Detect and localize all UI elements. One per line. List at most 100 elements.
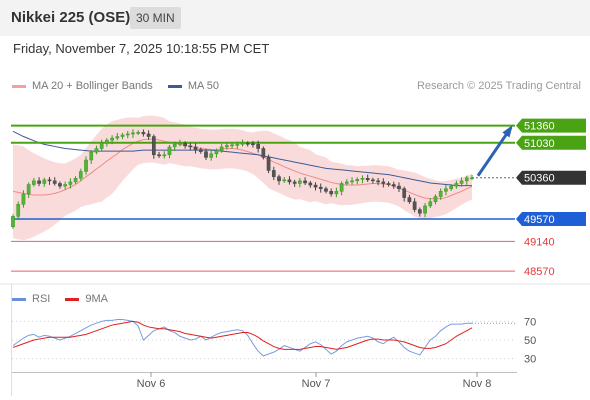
- candle-body: [73, 178, 78, 183]
- candle-body: [78, 171, 83, 179]
- credit-text: Research © 2025 Trading Central: [416, 80, 581, 92]
- candle-body: [68, 181, 73, 185]
- candle-body: [151, 136, 156, 156]
- candle-body: [105, 139, 109, 144]
- forecast-arrow-head: [502, 125, 513, 138]
- candle-body: [371, 179, 375, 182]
- rsi-tick-label: 50: [524, 335, 536, 347]
- candle-body: [99, 143, 104, 149]
- candle-body: [209, 153, 214, 158]
- candle-body: [334, 191, 339, 195]
- candle-body: [157, 154, 161, 157]
- price-tag-text: 49570: [524, 214, 555, 226]
- candle-body: [136, 132, 141, 134]
- candle-body: [308, 182, 313, 186]
- candle-body: [167, 146, 172, 156]
- rsi-left-border: [11, 284, 12, 396]
- candle-body: [235, 144, 240, 146]
- candle-body: [120, 134, 125, 137]
- candle-body: [350, 180, 354, 183]
- candle-body: [298, 180, 302, 184]
- candle-body: [433, 196, 438, 202]
- candle-body: [287, 179, 292, 183]
- candle-body: [355, 179, 360, 182]
- candle-body: [261, 148, 266, 158]
- candle-body: [26, 184, 31, 195]
- candle-body: [178, 143, 182, 145]
- price-tag-text: 51030: [524, 138, 555, 150]
- candle-body: [214, 150, 219, 154]
- candle-body: [266, 157, 271, 171]
- legend-item-rsi: RSI: [12, 293, 50, 305]
- candle-body: [42, 179, 47, 184]
- forecast-arrow-line: [476, 126, 513, 177]
- legend-item-bollinger: MA 20 + Bollinger Bands: [12, 80, 153, 92]
- price-legend: MA 20 + Bollinger Bands MA 50: [12, 80, 231, 92]
- candle-body: [84, 159, 88, 172]
- candle-body: [407, 197, 412, 202]
- candle-body: [454, 183, 459, 187]
- candle-body: [428, 201, 433, 207]
- candle-body: [459, 180, 464, 184]
- candle-body: [386, 183, 391, 185]
- chart-datetime: Friday, November 7, 2025 10:18:55 PM CET: [13, 41, 270, 56]
- candle-body: [188, 145, 193, 148]
- rsi-tick-label: 30: [524, 354, 536, 366]
- candle-body: [292, 181, 297, 184]
- candle-body: [37, 180, 41, 184]
- candle-body: [193, 146, 198, 150]
- candle-body: [329, 191, 334, 195]
- legend-label-bollinger: MA 20 + Bollinger Bands: [32, 80, 153, 92]
- candle-body: [110, 137, 114, 141]
- rsi-9ma-line: [12, 320, 473, 350]
- price-tag-bg: [516, 211, 586, 226]
- candle-body: [344, 181, 349, 184]
- rsi-legend: RSI 9MA: [12, 293, 120, 305]
- candle-body: [417, 209, 422, 214]
- candle-body: [256, 144, 260, 149]
- candle-body: [11, 216, 15, 228]
- instrument-title: Nikkei 225 (OSE): [11, 9, 131, 26]
- price-tag-bg: [516, 170, 586, 185]
- candle-body: [131, 132, 135, 135]
- candle-body: [464, 177, 469, 182]
- candle-body: [230, 144, 234, 147]
- candle-body: [402, 188, 407, 198]
- candle-body: [21, 193, 26, 205]
- candle-body: [115, 136, 120, 139]
- candle-body: [141, 132, 146, 135]
- candle-body: [449, 185, 453, 189]
- support-label-49140: 49140: [524, 236, 555, 248]
- candle-body: [438, 191, 443, 197]
- candle-body: [376, 180, 380, 183]
- candle-body: [470, 177, 474, 179]
- candles-group: [11, 129, 474, 229]
- rsi-tick-label: 70: [524, 316, 536, 328]
- candle-body: [94, 148, 99, 153]
- price-tag-text: 51360: [524, 121, 555, 133]
- candle-body: [52, 180, 57, 184]
- candle-body: [339, 183, 344, 192]
- candle-body: [324, 188, 328, 192]
- legend-item-9ma: 9MA: [65, 293, 108, 305]
- candle-body: [125, 133, 130, 136]
- legend-swatch-ma50: [167, 84, 182, 88]
- candle-body: [146, 133, 151, 137]
- candle-body: [277, 176, 281, 182]
- legend-label-9ma: 9MA: [85, 293, 109, 305]
- legend-swatch-9ma: [65, 297, 80, 301]
- price-tag-49570: 49570: [516, 211, 586, 226]
- legend-item-ma50: MA 50: [167, 80, 220, 92]
- candle-body: [172, 144, 177, 148]
- price-tag-51030: 51030: [516, 135, 586, 150]
- price-tag-text: 50360: [524, 173, 555, 185]
- candle-body: [63, 184, 68, 187]
- candle-body: [381, 181, 386, 184]
- price-tag-bg: [516, 135, 586, 150]
- legend-label-ma50: MA 50: [187, 80, 220, 92]
- candle-body: [397, 185, 401, 189]
- candle-body: [58, 183, 62, 187]
- timeframe-badge[interactable]: 30 MIN: [130, 7, 181, 29]
- candle-body: [318, 186, 323, 189]
